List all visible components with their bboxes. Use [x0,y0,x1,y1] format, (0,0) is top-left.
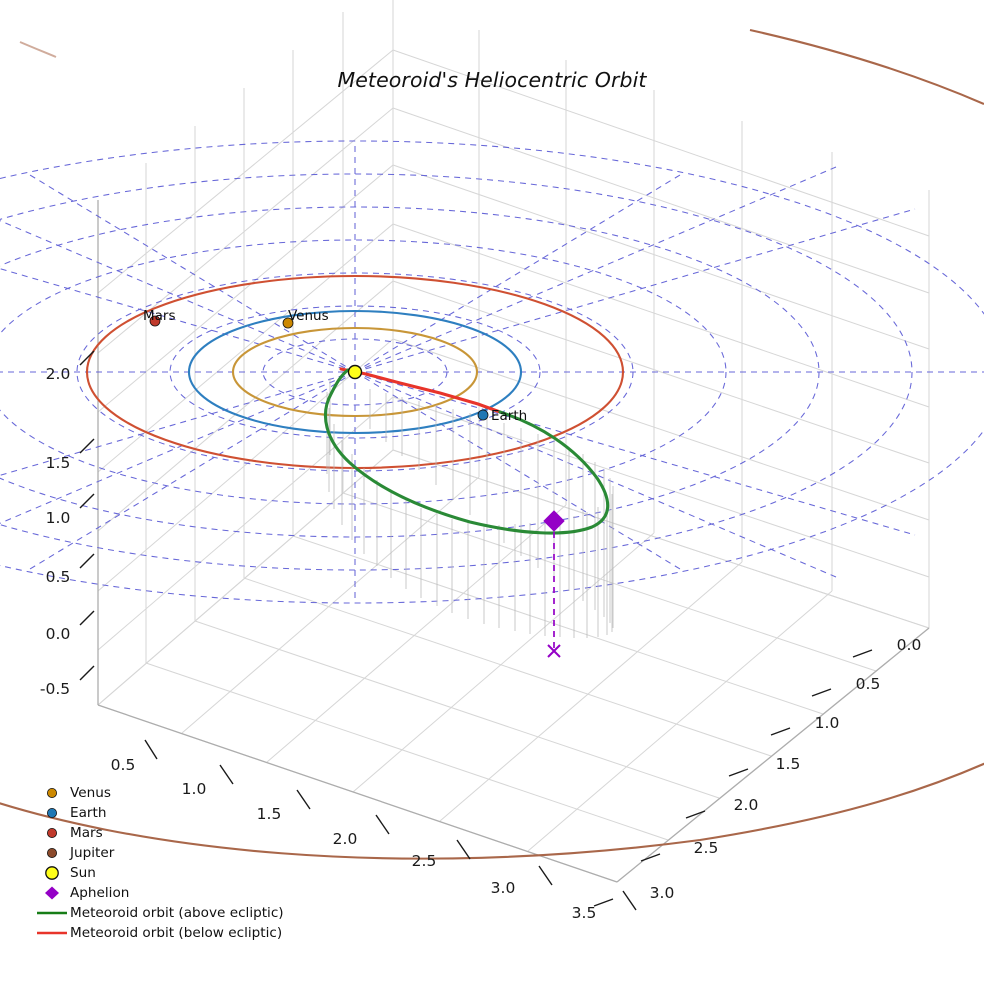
orbit-drop-stems [326,378,614,638]
legend-label-mars: Mars [70,825,103,841]
legend-item-sun[interactable]: Sun [34,863,296,883]
legend-item-jupiter[interactable]: Jupiter [34,843,296,863]
meteoroid-orbit-above-ecliptic [323,368,610,535]
sun-marker [347,364,363,380]
legend-label-venus: Venus [70,785,111,801]
z-axis-tick-labels: 2.0 1.5 1.0 0.5 0.0 -0.5 [40,365,70,698]
aphelion-dropline [547,521,561,658]
legend: Venus Earth Mars Jupiter Sun [34,783,296,943]
legend-item-orbit-below[interactable]: Meteoroid orbit (below ecliptic) [34,923,296,943]
venus-marker [282,317,294,329]
z-tick-5: -0.5 [40,680,70,698]
legend-label-orbit-above: Meteoroid orbit (above ecliptic) [70,905,284,921]
green-line-icon [34,903,70,923]
y-tick-6: 3.0 [650,884,675,902]
ecliptic-polar-grid [0,140,984,604]
venus-label: Venus [288,308,329,324]
x-tick-4: 2.5 [412,852,437,870]
y-tick-0: 0.0 [897,636,922,654]
legend-label-aphelion: Aphelion [70,885,130,901]
earth-marker-icon [34,803,70,823]
z-tick-4: 0.0 [46,625,71,643]
x-tick-0: 0.5 [111,756,136,774]
z-tick-2: 1.0 [46,509,71,527]
y-tick-3: 1.5 [776,755,801,773]
venus-marker-icon [34,783,70,803]
meteoroid-orbit [323,367,610,535]
x-tick-2: 1.5 [257,805,282,823]
legend-item-aphelion[interactable]: Aphelion [34,883,296,903]
mars-marker [149,315,161,327]
axis-tickmarks [79,350,873,911]
legend-label-orbit-below: Meteoroid orbit (below ecliptic) [70,925,283,941]
jupiter-marker-icon [34,843,70,863]
legend-label-sun: Sun [70,865,96,881]
z-tick-3: 0.5 [46,568,71,586]
legend-item-earth[interactable]: Earth [34,803,296,823]
mars-label: Mars [143,308,176,324]
earth-label: Earth [491,408,527,424]
axis-spines [97,200,930,883]
y-tick-5: 2.5 [694,839,719,857]
legend-item-mars[interactable]: Mars [34,823,296,843]
aphelion-marker [543,510,565,532]
pane-gridlines [97,0,930,883]
venus-orbit [231,326,479,418]
z-tick-1: 1.5 [46,454,71,472]
x-tick-1: 1.0 [182,780,207,798]
aphelion-diamond-icon [34,883,70,903]
mars-marker-icon [34,823,70,843]
x-tick-5: 3.0 [491,879,516,897]
earth-marker [477,409,489,421]
x-axis-spine [97,704,618,883]
z-tick-0: 2.0 [46,365,71,383]
y-tick-4: 2.0 [734,796,759,814]
jupiter-orbit [0,28,984,860]
planet-annotations: Mars Venus Earth [143,308,527,424]
legend-label-earth: Earth [70,805,107,821]
x-tick-6: 3.5 [572,904,597,922]
y-tick-2: 1.0 [815,714,840,732]
y-tick-1: 0.5 [856,675,881,693]
sun-marker-icon [34,863,70,883]
y-axis-tick-labels: 0.0 0.5 1.0 1.5 2.0 2.5 3.0 [650,636,922,902]
body-markers [149,315,565,532]
legend-item-orbit-above[interactable]: Meteoroid orbit (above ecliptic) [34,903,296,923]
planet-orbits [85,274,625,470]
x-axis-tick-labels: 0.5 1.0 1.5 2.0 2.5 3.0 3.5 [111,756,597,922]
aphelion-projection-x-marker [547,644,561,658]
x-tick-3: 2.0 [333,830,358,848]
legend-label-jupiter: Jupiter [70,845,115,861]
legend-item-venus[interactable]: Venus [34,783,296,803]
page-title: Meteoroid's Heliocentric Orbit [337,68,647,92]
red-line-icon [34,923,70,943]
earth-orbit [187,309,523,435]
y-axis-spine [616,627,930,883]
